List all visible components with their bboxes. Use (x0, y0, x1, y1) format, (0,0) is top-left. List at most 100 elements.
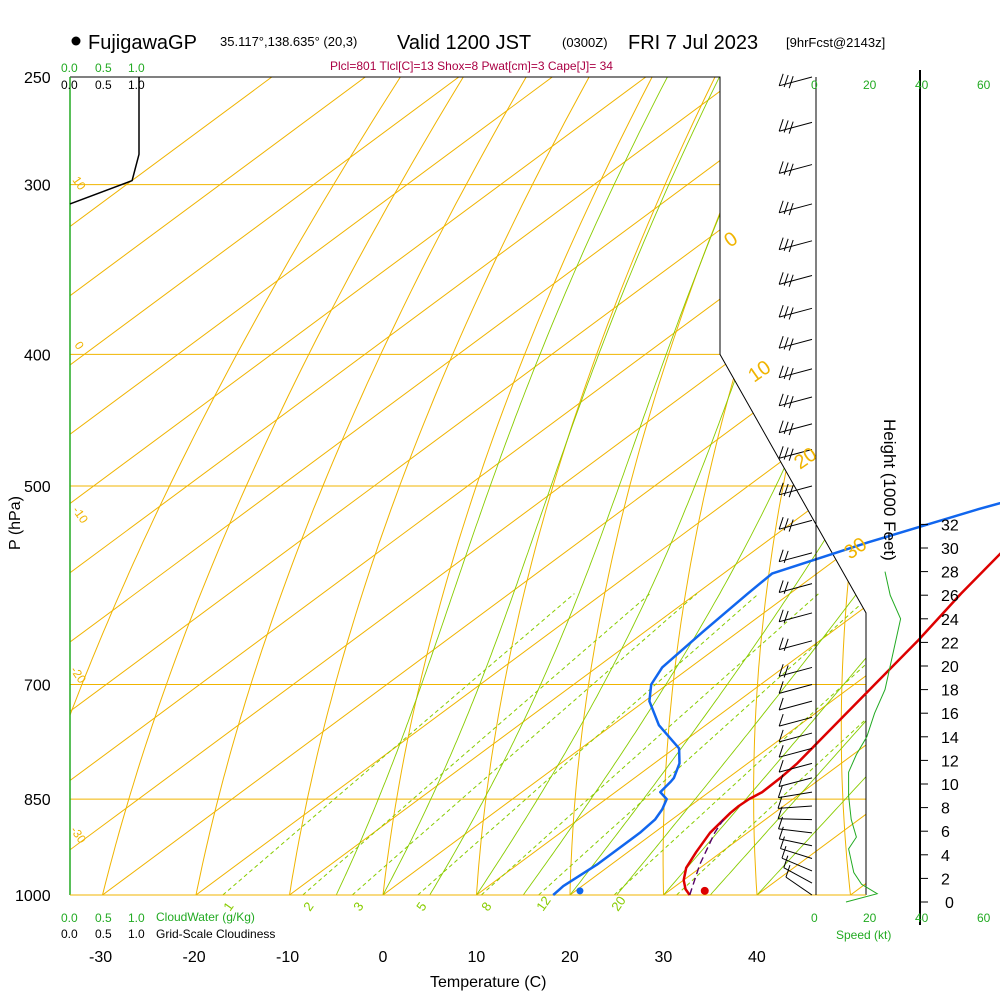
wind-barb-flag (778, 713, 784, 727)
wind-barb-flag (778, 774, 784, 787)
speed-tick-label: 40 (915, 911, 929, 925)
wind-barb-flag (783, 201, 789, 215)
x-tick-label: -10 (276, 949, 299, 966)
wind-barb-flag (788, 422, 794, 436)
wind-barb-staff (779, 732, 813, 743)
x-tick-label: 10 (468, 949, 486, 966)
wind-barb-flag (778, 580, 784, 593)
wind-barb-flag (783, 518, 789, 531)
bottom-scale-green-0: 0.0 (61, 911, 78, 925)
wind-barb-flag (778, 336, 784, 349)
wind-speed-profile-line (845, 571, 902, 903)
top-scale-black-0: 0.0 (61, 78, 78, 92)
dewpoint-profile-line (552, 501, 1000, 896)
pressure-tick-label: 1000 (15, 888, 51, 905)
mixing-ratio-line (538, 593, 866, 895)
wind-barb-flag (778, 609, 784, 622)
mixing-ratio-label: 20 (608, 893, 629, 913)
wind-barb-flag (778, 482, 784, 495)
stability-indices: Plcl=801 Tlcl[C]=13 Shox=8 Pwat[cm]=3 Ca… (330, 59, 613, 73)
wind-barb-staff (780, 848, 813, 859)
wind-barb-flag (788, 121, 794, 134)
wind-barb-staff (779, 838, 813, 847)
x-tick-label: 40 (748, 949, 766, 966)
mixing-ratio-line (480, 593, 820, 895)
moist-adiabat-line (663, 77, 866, 895)
isotherm-line (663, 77, 866, 895)
wind-barb-flag (788, 76, 794, 89)
isotherm-line (382, 77, 866, 895)
wind-barb-flag (783, 638, 789, 651)
wind-barb-flag (778, 393, 784, 406)
wind-barb-flag (778, 237, 784, 250)
sounding-profiles (69, 77, 1000, 896)
wind-barb-flag (778, 73, 784, 86)
pressure-tick-label: 300 (24, 178, 51, 195)
wind-barb-flag (778, 729, 784, 743)
height-tick-label: 6 (941, 824, 950, 841)
wind-barb-flag (785, 864, 791, 878)
isotherm-line (476, 77, 866, 895)
dry-adiabat-line (569, 77, 779, 895)
pressure-tick-label: 850 (24, 792, 51, 809)
height-tick-label: 30 (941, 541, 959, 558)
surface-dewpoint-dot (576, 887, 584, 895)
top-scale-green-2: 1.0 (128, 61, 145, 75)
x-tick-label: -20 (183, 949, 206, 966)
y-axis-label: P (hPa) (7, 496, 24, 550)
pressure-tick-label: 400 (24, 347, 51, 364)
height-tick-label: 16 (941, 706, 959, 723)
x-tick-label: 0 (379, 949, 388, 966)
x-tick-label: 20 (561, 949, 579, 966)
height-tick-label: 0 (945, 895, 954, 912)
bottom-scale-green-2: 1.0 (128, 911, 145, 925)
bottom-scale-green-1: 0.5 (95, 911, 112, 925)
wind-barb-flag (778, 681, 784, 694)
pressure-tick-label: 250 (24, 70, 51, 87)
dry-adiabat-line (476, 77, 716, 895)
top-scale-green-0: 0.0 (61, 61, 78, 75)
wind-barb-flag (783, 447, 789, 460)
speed-top-tick-label: 40 (915, 78, 929, 92)
wind-barb-flag (778, 549, 784, 562)
moist-adiabat-line (335, 77, 668, 895)
height-tick-label: 8 (941, 801, 950, 818)
wind-barb-flag (778, 420, 784, 433)
height-tick-label: 28 (941, 565, 959, 582)
wind-barb-flag (777, 796, 783, 809)
wind-barb-flag (778, 272, 784, 285)
wind-barb-flag (788, 448, 794, 461)
chart-grid (69, 76, 867, 896)
wind-barb-staff (778, 777, 813, 788)
height-tick-label: 32 (941, 517, 959, 534)
wind-barb-flag (781, 845, 787, 859)
wind-barb-flag (778, 637, 784, 650)
wind-barb-flag (783, 273, 789, 286)
wind-barb-flag (783, 855, 789, 868)
wind-barb-flag (783, 366, 789, 380)
wind-barb-flag (783, 394, 789, 408)
wind-barb-flag (788, 338, 794, 351)
wind-barb-flag (777, 806, 783, 819)
speed-top-tick-label: 0 (811, 78, 818, 92)
moist-adiabat-line (756, 77, 866, 895)
wind-barb-flag (788, 367, 794, 381)
valid-time: Valid 1200 JST (397, 32, 531, 54)
speed-top-tick-label: 60 (977, 78, 991, 92)
wind-barb-flag (778, 697, 784, 711)
wind-barb-flag (783, 74, 789, 88)
isotherm-line (70, 77, 553, 895)
plot-frame (70, 76, 867, 895)
height-tick-label: 2 (941, 871, 950, 888)
height-tick-label: 24 (941, 612, 959, 629)
wind-barb-flag (778, 826, 784, 839)
top-scale-black-1: 0.5 (95, 78, 112, 92)
wind-barb-staff (779, 747, 813, 758)
wind-barb-flag (788, 307, 794, 320)
height-axis-label: Height (1000 Feet) (880, 419, 899, 561)
height-tick-label: 12 (941, 753, 959, 770)
isotherm-line (70, 77, 366, 895)
wind-barb-flag (778, 200, 784, 213)
top-scale-green-1: 0.5 (95, 61, 112, 75)
wind-barb-flag (778, 119, 784, 132)
